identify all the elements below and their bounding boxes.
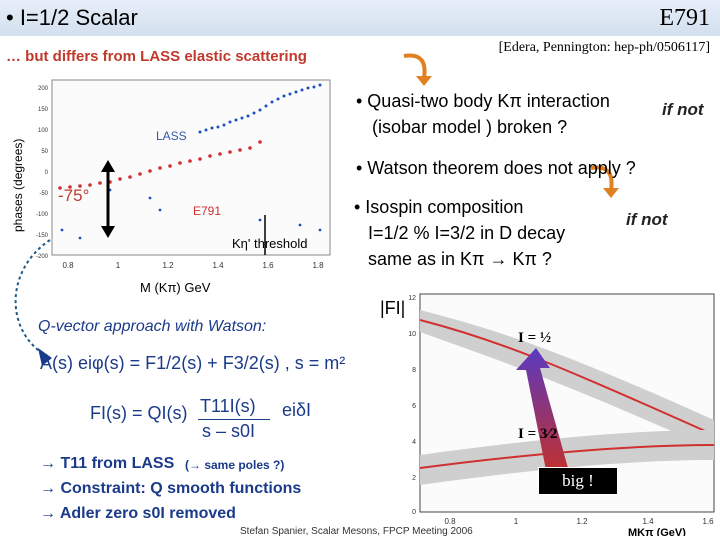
x-tick: 1.2 (162, 261, 174, 270)
y-tick: 6 (412, 403, 416, 410)
x-tick: 1.6 (262, 261, 274, 270)
bullet-isospin-same: same as in Kπ → Kπ ? (368, 249, 552, 269)
y-tick: 0 (412, 509, 416, 516)
curved-arrow-icon (403, 53, 432, 86)
phase-diff-label: -75° (58, 186, 89, 205)
i-half-label: I = ½ (518, 330, 551, 346)
lass-points (198, 83, 322, 134)
y-tick: -50 (39, 191, 48, 197)
y-axis-label: phases (degrees) (11, 139, 25, 232)
bullet-quasi-two-body: • Quasi-two body Kπ interaction (356, 91, 610, 111)
adler-zero-line: → Adler zero s0I removed (40, 505, 236, 522)
footer: Stefan Spanier, Scalar Mesons, FPCP Meet… (240, 526, 473, 537)
qvector-heading: Q-vector approach with Watson: (38, 318, 267, 335)
e791-label: E791 (193, 204, 221, 218)
if-not-label: if not (626, 210, 668, 229)
bullet-watson: • Watson theorem does not apply ? (356, 158, 636, 178)
x-axis-label: MKπ (GeV) (628, 527, 686, 536)
t11-line: → T11 from LASS (40, 455, 175, 472)
y-tick: 100 (38, 128, 49, 134)
curved-arrow-icon (590, 165, 619, 198)
y-tick: 0 (45, 170, 49, 176)
y-tick: 8 (412, 367, 416, 374)
x-tick: 0.8 (444, 517, 456, 526)
bullet-isospin: • Isospin composition (354, 197, 524, 217)
y-tick: 200 (38, 86, 49, 92)
phase-plot: 200 150 100 50 0 -50 -100 -150 -200 0.8 … (11, 79, 331, 295)
form-factor-numerator: T11I(s) (200, 396, 256, 416)
y-tick: 150 (38, 107, 49, 113)
i-3half-label: I = 3⁄2 (518, 426, 557, 442)
title-bar (0, 0, 720, 36)
slide-subtitle: … but differs from LASS elastic scatteri… (6, 48, 307, 65)
x-tick: 1.2 (576, 517, 588, 526)
x-tick: 1.6 (702, 517, 714, 526)
if-not-label: if not (662, 100, 704, 119)
y-tick: -200 (36, 254, 49, 260)
increase-arrow-icon (516, 348, 568, 470)
big-label: big ! (538, 467, 618, 495)
x-tick: 1.8 (312, 261, 324, 270)
t11-note: (→ same poles ?) (185, 458, 285, 472)
y-tick: 2 (412, 475, 416, 482)
y-tick: -150 (36, 233, 49, 239)
x-tick: 1.4 (212, 261, 224, 270)
amplitude-equation: A(s) eiφ(s) = F1/2(s) + F3/2(s) , s = m² (40, 353, 346, 373)
form-factor-denominator: s – s0I (202, 421, 256, 441)
constraint-line: → Constraint: Q smooth functions (40, 480, 302, 497)
form-factor-phase: eiδI (282, 400, 312, 420)
y-tick: 50 (41, 149, 48, 155)
y-tick: 4 (412, 439, 416, 446)
bullet-isospin-ratio: I=1/2 % I=3/2 in D decay (368, 223, 566, 243)
x-tick: 1 (514, 517, 519, 526)
reference-citation: [Edera, Pennington: hep-ph/0506117] (498, 40, 710, 55)
x-tick: 0.8 (62, 261, 74, 270)
form-factor-lhs: FI(s) = QI(s) (90, 403, 188, 423)
slide-title: • I=1/2 Scalar (6, 5, 138, 30)
y-tick: 10 (408, 331, 416, 338)
experiment-label: E791 (659, 5, 710, 31)
fraction-bar (198, 419, 270, 420)
threshold-label: Kη' threshold (232, 236, 307, 251)
y-tick: 12 (408, 295, 416, 302)
y-tick: -100 (36, 212, 49, 218)
bullet-isobar: (isobar model ) broken ? (372, 117, 568, 137)
form-factor-plot: 12 10 8 6 4 2 0 0.8 1 1.2 1.4 1.6 I = ½ … (408, 293, 715, 536)
x-tick: 1 (116, 261, 121, 270)
x-axis-label: M (Kπ) GeV (140, 280, 211, 295)
x-tick: 1.4 (642, 517, 654, 526)
dashed-arrow-icon (14, 239, 52, 366)
y-axis-title: |FI| (380, 298, 406, 319)
lass-label: LASS (156, 129, 187, 143)
